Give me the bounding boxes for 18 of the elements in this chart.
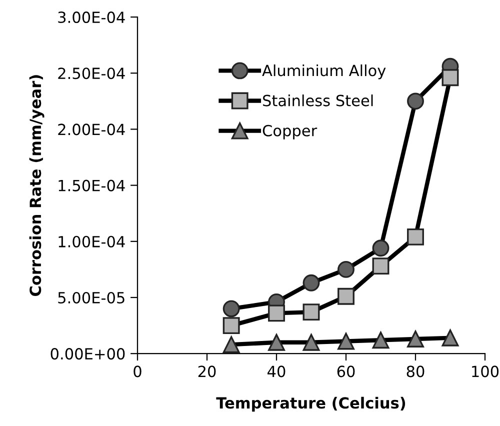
- y-tick-label: 1.00E-04: [58, 236, 125, 248]
- x-axis-title: Temperature (Celcius): [216, 396, 406, 412]
- y-tick-label: 0.00E+00: [50, 348, 125, 360]
- x-tick-label: 60: [337, 366, 355, 378]
- x-tick-label: 0: [134, 366, 142, 378]
- legend-label: Stainless Steel: [263, 94, 373, 106]
- y-tick-label: 5.00E-05: [58, 292, 124, 304]
- y-tick-label: 2.50E-04: [58, 68, 125, 80]
- x-tick-label: 80: [406, 366, 424, 378]
- legend-label: Aluminium Alloy: [262, 64, 386, 80]
- x-tick-label: 40: [268, 366, 286, 378]
- y-axis-title: Corrosion Rate (mm/year): [29, 75, 44, 296]
- y-tick-label: 3.00E-04: [58, 12, 125, 24]
- y-tick-label: 1.50E-04: [58, 180, 125, 192]
- x-tick-label: 100: [472, 366, 499, 378]
- legend-label: Copper: [262, 124, 318, 140]
- x-tick-label: 20: [198, 366, 216, 378]
- y-tick-label: 2.00E-04: [58, 124, 125, 136]
